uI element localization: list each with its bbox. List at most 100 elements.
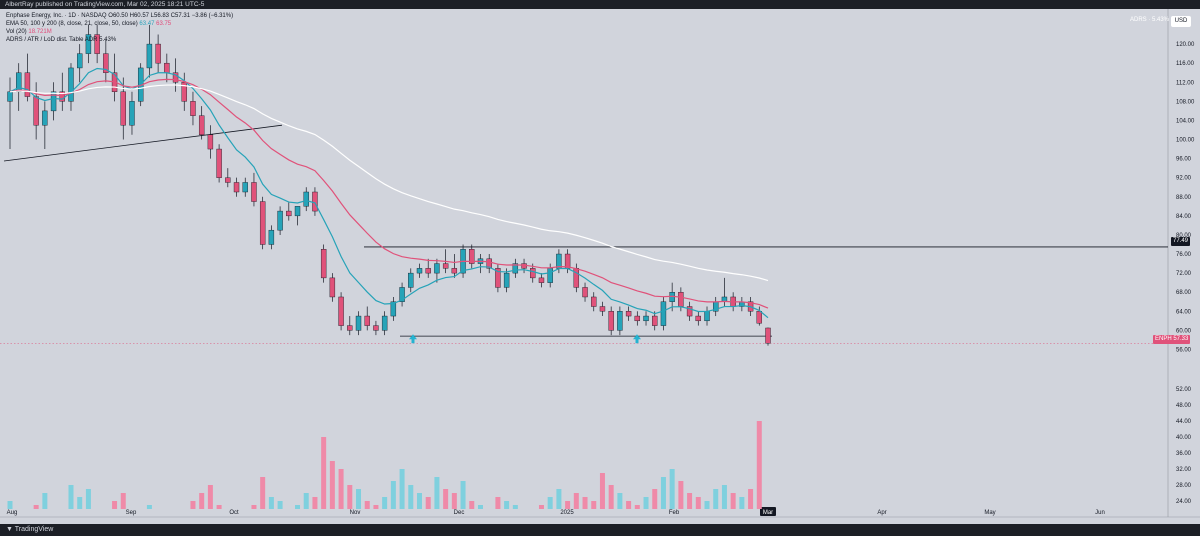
candle-body — [172, 72, 179, 83]
volume-bar — [678, 481, 684, 509]
currency-button[interactable]: USD — [1171, 16, 1191, 27]
time-tick-label: Feb — [669, 510, 680, 516]
candle-body — [7, 91, 13, 102]
candle-body — [530, 268, 536, 279]
footer-bar: ▼ TradingView — [0, 524, 1200, 536]
volume-tick-label: 24.00 — [1176, 499, 1192, 505]
volume-bar — [356, 489, 362, 509]
volume-bar — [704, 501, 710, 509]
candle-body — [373, 325, 379, 331]
volume-bar — [538, 505, 544, 509]
candle-body — [120, 91, 126, 126]
price-tick-label: 72.00 — [1176, 271, 1192, 277]
price-tick-label: 112.00 — [1176, 80, 1195, 86]
candle-body — [538, 277, 545, 283]
adrs-text: ADRS / ATR / LoD dist. Table ADR 5.43% — [6, 37, 117, 43]
candle-body — [329, 277, 336, 298]
time-tick-label: Dec — [454, 510, 465, 516]
volume-bar — [591, 501, 597, 509]
volume-bar — [573, 493, 579, 509]
candle-body — [434, 263, 440, 274]
volume-bar — [190, 501, 196, 509]
time-tick-label: Nov — [350, 510, 361, 516]
low-value: L56.83 — [150, 13, 170, 19]
candle-body — [24, 72, 31, 97]
ema-mid-value: 63.75 — [156, 21, 172, 27]
support-arrow-1 — [409, 334, 417, 344]
price-tick-label: 64.00 — [1176, 309, 1192, 315]
candle-body — [695, 315, 701, 322]
candle-body — [77, 53, 83, 69]
adrs-line: ADRS / ATR / LoD dist. Table ADR 5.43% — [6, 36, 233, 44]
volume-bar — [504, 501, 510, 509]
volume-bar — [303, 493, 309, 509]
tradingview-logo[interactable]: ▼ TradingView — [6, 524, 53, 536]
volume-bar — [216, 505, 222, 509]
candle-body — [347, 325, 353, 331]
candle-body — [364, 315, 370, 326]
volume-bar — [451, 493, 457, 509]
candle-body — [207, 134, 214, 150]
volume-bar — [477, 505, 483, 509]
candle-body — [259, 201, 266, 245]
candle-body — [16, 72, 22, 93]
volume-bar — [382, 497, 388, 509]
time-tick-label: Apr — [877, 510, 886, 516]
volume-bar — [652, 489, 658, 509]
price-chart[interactable]: 56.00 60.00 64.00 68.00 72.00 76.00 80.00 84.00… — [0, 9, 1200, 524]
volume-bar — [33, 505, 39, 509]
volume-bar — [68, 485, 74, 509]
candle-body — [686, 306, 693, 317]
candle-body — [198, 115, 205, 135]
volume-bar — [277, 501, 283, 509]
candle-body — [625, 311, 632, 317]
candle-body — [442, 263, 449, 269]
candle-body — [33, 96, 39, 126]
candle-body — [286, 210, 292, 217]
price-tick-label: 92.00 — [1176, 176, 1192, 182]
volume-bar — [547, 497, 553, 509]
candle-body — [233, 182, 240, 193]
volume-tick-label: 32.00 — [1176, 467, 1192, 473]
price-tick-label: 84.00 — [1176, 214, 1192, 220]
price-tick-label: 56.00 — [1176, 347, 1192, 353]
support-arrow-2 — [633, 334, 641, 344]
candle-body — [216, 148, 222, 178]
volume-bar — [730, 493, 736, 509]
brand-text: TradingView — [14, 526, 54, 533]
candle-body — [294, 206, 301, 217]
volume-bar — [687, 493, 693, 509]
volume-bar — [756, 421, 762, 509]
candle-body — [390, 301, 397, 317]
volume-bar — [626, 501, 632, 509]
time-cursor-badge — [760, 507, 776, 516]
price-axis-bg — [1168, 9, 1200, 524]
symbol-text: Enphase Energy, Inc. · 1D · NASDAQ — [6, 13, 107, 19]
candle-body — [486, 258, 492, 269]
volume-bar — [695, 497, 701, 509]
candle-body — [547, 268, 553, 283]
ema-text: EMA 50, 100 y 200 (8, close, 21, close, … — [6, 21, 138, 27]
candle-body — [312, 191, 318, 212]
candle-body — [451, 268, 458, 274]
volume-bar — [408, 485, 414, 509]
volume-bar — [425, 497, 431, 509]
volume-bar — [321, 437, 327, 509]
price-tick-label: 116.00 — [1176, 61, 1195, 67]
volume-bar — [495, 497, 501, 509]
price-tick-label: 108.00 — [1176, 99, 1195, 105]
candle-body — [164, 62, 170, 73]
time-tick-label: Aug — [7, 510, 18, 516]
volume-bar — [260, 477, 266, 509]
candle-body — [320, 249, 327, 279]
volume-bar — [416, 493, 422, 509]
candle-body — [660, 301, 667, 326]
volume-bar — [390, 481, 396, 509]
volume-bar — [77, 497, 83, 509]
volume-bar — [399, 469, 405, 509]
volume-bar — [565, 501, 571, 509]
volume-bar — [347, 485, 353, 509]
volume-bar — [251, 505, 257, 509]
symbol-line: Enphase Energy, Inc. · 1D · NASDAQ O60.5… — [6, 12, 233, 20]
candle-body — [399, 287, 405, 302]
